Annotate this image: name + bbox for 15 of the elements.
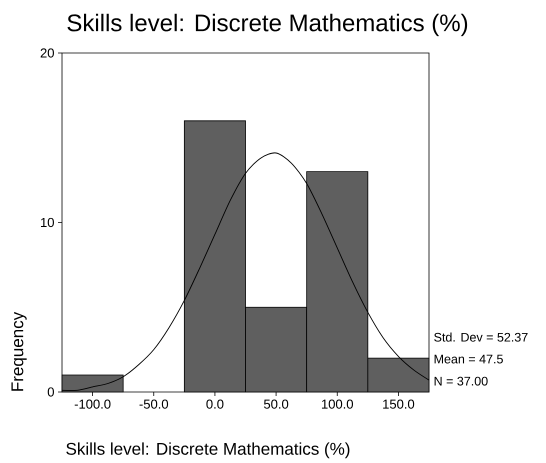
- text: N = 37.00: [434, 376, 488, 386]
- text: Mean = 47.5: [434, 354, 503, 364]
- y-tick-label: 0: [48, 387, 54, 397]
- x-tick-label: 100.0: [322, 400, 354, 409]
- x-tick-label: -50.0: [140, 400, 168, 409]
- y-axis-title: Frequency: [11, 312, 27, 391]
- x-tick-label: 150.0: [383, 400, 414, 409]
- x-axis-title: Skills level: Discrete Mathematics (%): [66, 442, 350, 458]
- x-tick-label: 50.0: [264, 400, 288, 409]
- text: Std. Dev = 52.37: [434, 332, 528, 342]
- y-tick-label: 20: [40, 48, 54, 58]
- x-tick-label: 0.0: [206, 400, 224, 409]
- x-tick-label: -100.0: [74, 400, 111, 409]
- chart-title: Skills level: Discrete Mathematics (%): [67, 14, 468, 36]
- y-tick-label: 10: [41, 218, 54, 228]
